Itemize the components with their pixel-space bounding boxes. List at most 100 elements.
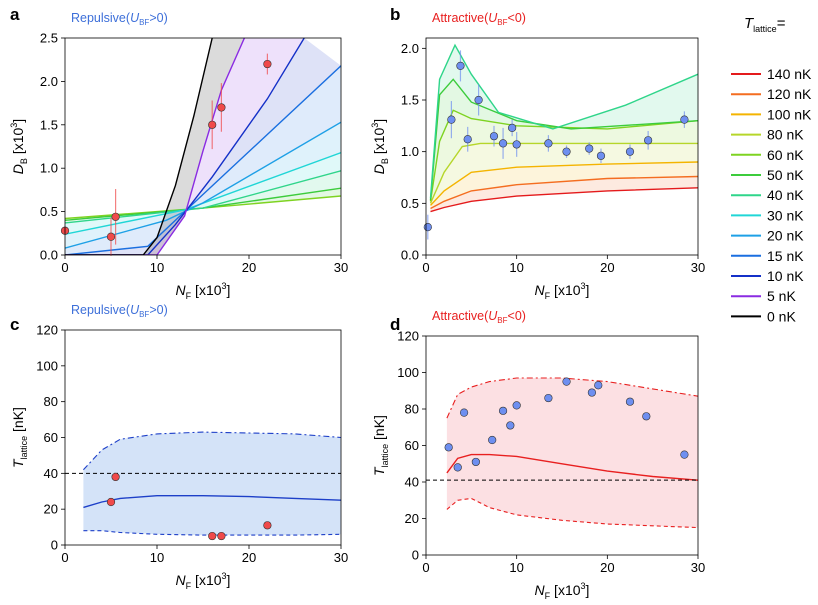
panel-title-post: <0) <box>508 309 526 323</box>
x-axis-label-main: N <box>535 282 546 298</box>
data-point <box>594 381 603 390</box>
band-fill-80nK <box>430 143 698 206</box>
y-axis-label-sub: B <box>380 158 390 164</box>
legend: Tlattice= 140 nK 120 nK 100 nK 80 nK 60 nK 50 … <box>731 15 812 324</box>
legend-label: 140 nK <box>767 66 812 82</box>
legend-label: 20 nK <box>767 228 804 244</box>
x-axis-label-unit: [x10 <box>550 282 581 298</box>
panel-title-pre: Attractive( <box>432 11 489 25</box>
data-point <box>459 408 469 417</box>
panel-title-sub: BF <box>139 18 149 27</box>
x-tick-label: 10 <box>509 260 523 275</box>
x-tick-label: 30 <box>334 260 348 275</box>
legend-label: 5 nK <box>767 288 796 304</box>
legend-label: 30 nK <box>767 207 804 223</box>
y-axis-label-sub: B <box>19 158 29 164</box>
y-axis-label-sub: lattice <box>380 444 390 468</box>
data-point <box>208 120 217 129</box>
y-tick-label: 80 <box>405 402 419 417</box>
legend-label: 15 nK <box>767 248 804 264</box>
y-tick-label: 80 <box>44 394 58 409</box>
series-line-50nK <box>429 78 698 201</box>
y-tick-label: 1.0 <box>401 144 419 159</box>
panel-letter: c <box>10 315 19 334</box>
data-point <box>680 450 689 459</box>
y-axis-label-main: D <box>371 164 387 174</box>
data-point <box>625 147 635 156</box>
panel-letter: b <box>390 5 400 24</box>
y-tick-label: 60 <box>44 430 58 445</box>
y-axis-label-unit: [x10 <box>10 127 26 158</box>
band-fill-50nK <box>430 79 698 202</box>
axes-frame <box>64 37 342 256</box>
x-axis-label-unit: [x10 <box>191 572 222 588</box>
data-point <box>585 144 594 153</box>
data-point <box>506 421 515 430</box>
plot-area <box>446 377 698 529</box>
x-tick-label: 10 <box>509 560 523 575</box>
data-point <box>562 147 571 156</box>
panel-title-post: >0) <box>149 303 167 317</box>
y-axis-label-unit: [nK] <box>371 415 387 444</box>
band-fill-60nK <box>430 110 698 204</box>
data-point <box>447 115 456 124</box>
data-point <box>217 531 226 541</box>
panel-title-post: <0) <box>508 11 526 25</box>
y-tick-label: 0 <box>51 538 58 553</box>
data-point <box>217 103 226 112</box>
panel-title-pre: Repulsive( <box>71 11 131 25</box>
data-point <box>544 139 553 148</box>
series-line-140nK <box>430 187 698 213</box>
x-axis-label-main: N <box>176 572 187 588</box>
series-line-15nK <box>65 65 341 255</box>
y-axis-label-main: T <box>371 466 387 476</box>
y-axis-label: DB [x103] <box>370 119 390 174</box>
series-line-40nK <box>429 43 698 199</box>
x-tick-label: 10 <box>150 260 164 275</box>
data-point <box>106 232 116 241</box>
x-axis-label-close: ] <box>586 282 590 298</box>
legend-label: 100 nK <box>767 106 812 122</box>
band-fill-20nK <box>65 122 341 249</box>
x-axis-label: NF [x103] <box>176 281 231 301</box>
x-axis-label: NF [x103] <box>535 581 590 601</box>
data-point <box>642 412 651 421</box>
series-line-10nK <box>65 38 305 255</box>
data-point <box>680 115 689 124</box>
data-point <box>562 377 571 386</box>
data-point <box>544 393 553 403</box>
legend-title-suffix: = <box>777 15 786 32</box>
panel-title-u: U <box>130 11 140 25</box>
series-line-100nK <box>429 161 698 206</box>
band-lower-line <box>83 530 341 536</box>
data-point <box>474 95 483 105</box>
x-tick-label: 0 <box>422 560 429 575</box>
y-axis-label: Tlattice [nK] <box>10 407 29 468</box>
x-tick-label: 0 <box>61 550 68 565</box>
data-point <box>423 223 432 232</box>
x-axis-label-sub: F <box>545 291 551 301</box>
x-axis-label-sub: F <box>545 591 551 601</box>
series-line-0nK <box>65 38 213 255</box>
x-axis-label-main: N <box>176 282 187 298</box>
y-tick-label: 120 <box>397 329 419 344</box>
panel-title-sub: BF <box>497 316 507 325</box>
x-axis-label-main: N <box>535 582 546 598</box>
data-point <box>489 132 499 141</box>
y-axis-label-unit: [nK] <box>10 407 26 436</box>
x-axis-label: NF [x103] <box>176 571 231 591</box>
y-axis-label-main: T <box>10 458 26 468</box>
panel-title: Repulsive(UBF>0) <box>71 303 168 319</box>
panel-title-pre: Repulsive( <box>71 303 131 317</box>
panel-title-post: >0) <box>149 11 167 25</box>
confidence-band <box>83 432 341 536</box>
y-tick-label: 100 <box>397 365 419 380</box>
band-upper-line <box>446 377 698 419</box>
data-point <box>512 401 521 410</box>
x-axis-label-sub: F <box>186 291 192 301</box>
plot-area <box>65 38 341 255</box>
legend-title-sub: lattice <box>753 24 777 34</box>
series-line-5nK <box>65 38 246 255</box>
data-point <box>512 140 521 149</box>
